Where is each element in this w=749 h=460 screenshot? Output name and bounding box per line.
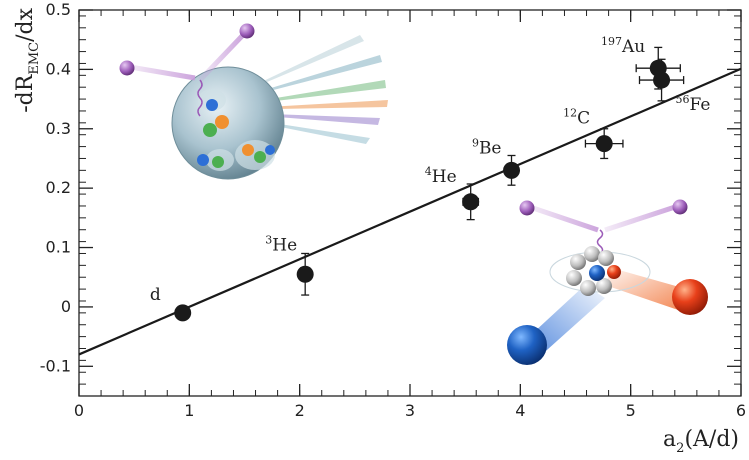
data-points <box>174 59 671 322</box>
point-label: 12C <box>563 107 590 129</box>
data-point <box>174 304 192 322</box>
y-tick-label: 0.5 <box>46 0 71 19</box>
point-label: 56Fe <box>676 93 711 115</box>
illustrations <box>119 23 708 365</box>
y-tick-label: 0.2 <box>46 178 71 197</box>
data-point <box>653 71 671 89</box>
y-tick-label: 0.4 <box>46 59 71 78</box>
data-point <box>503 161 521 179</box>
y-tick-label: 0 <box>61 297 71 316</box>
point-label: d <box>150 285 161 305</box>
y-tick-label: -0.1 <box>40 356 71 375</box>
x-tick-label: 5 <box>626 401 636 420</box>
x-tick-label: 6 <box>736 401 746 420</box>
point-label: 197Au <box>601 35 645 57</box>
fit-line <box>78 67 742 356</box>
x-tick-label: 4 <box>515 401 525 420</box>
x-tick-label: 1 <box>184 401 194 420</box>
x-axis-title: a2(A/d) <box>663 427 739 456</box>
axis-ticks: 0 1 2 3 4 5 6 -0.1 0 0.1 0.2 0.3 0.4 0.5 <box>40 0 746 420</box>
point-label: 3He <box>265 233 297 255</box>
y-tick-label: 0.1 <box>46 238 71 257</box>
x-tick-label: 3 <box>405 401 415 420</box>
y-axis-title: -dREMC/dx <box>13 7 42 112</box>
nucleus-jets-illustration <box>119 23 388 180</box>
scattering-illustration <box>507 199 708 365</box>
data-point <box>462 193 480 211</box>
y-tick-label: 0.3 <box>46 119 71 138</box>
x-tick-label: 2 <box>295 401 305 420</box>
fit-line-group <box>78 67 742 356</box>
data-point <box>595 135 613 153</box>
point-label: 4He <box>425 165 457 187</box>
data-point <box>296 265 314 283</box>
x-tick-label: 0 <box>74 401 84 420</box>
point-label: 9Be <box>472 136 502 158</box>
point-labels: d 3He 4He 9Be 12C 197Au 56Fe <box>150 35 711 305</box>
